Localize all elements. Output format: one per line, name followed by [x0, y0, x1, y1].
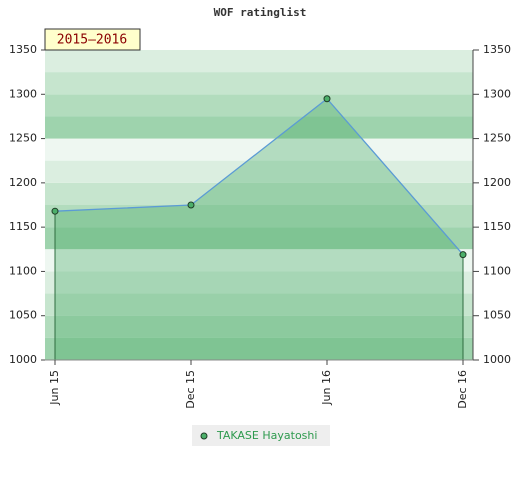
x-tick-label: Dec 16 — [456, 370, 469, 409]
y-tick-label: 1350 — [9, 43, 37, 56]
stripe — [45, 315, 473, 338]
y-tick-label: 1100 — [9, 264, 37, 277]
y-tick-label: 1150 — [9, 220, 37, 233]
x-tick-label: Jun 15 — [48, 370, 61, 406]
y2-tick-label: 1350 — [483, 43, 511, 56]
y2-tick-label: 1150 — [483, 220, 511, 233]
stripe — [45, 205, 473, 228]
y2-tick-label: 1000 — [483, 353, 511, 366]
x-tick-label: Jun 16 — [320, 370, 333, 406]
stripe — [45, 249, 473, 272]
y-tick-label: 1250 — [9, 132, 37, 145]
annotation: 2015–2016 — [57, 33, 127, 48]
y2-tick-label: 1250 — [483, 132, 511, 145]
stripe — [45, 72, 473, 95]
y2-tick-label: 1300 — [483, 87, 511, 100]
point — [459, 251, 467, 259]
plot — [51, 95, 467, 360]
x-tick-label: Dec 15 — [184, 370, 197, 409]
y-tick-label: 1000 — [9, 353, 37, 366]
y2-tick-label: 1200 — [483, 176, 511, 189]
y-tick-label: 1300 — [9, 87, 37, 100]
y-tick-label: 1200 — [9, 176, 37, 189]
line — [54, 97, 464, 256]
y2-tick-label: 1100 — [483, 264, 511, 277]
plot-background — [45, 50, 473, 360]
y-tick-label: 1050 — [9, 309, 37, 322]
point — [187, 201, 195, 209]
stripe — [45, 227, 473, 250]
legend-label: TAKASE Hayatoshi — [216, 429, 317, 442]
stripe — [45, 50, 473, 73]
legend — [192, 425, 330, 446]
stripe — [45, 116, 473, 139]
chart-title: WOF ratinglist — [214, 6, 307, 19]
stripe — [45, 271, 473, 294]
annotation-box — [44, 28, 141, 51]
stripe — [45, 337, 473, 360]
stripe — [45, 293, 473, 316]
stripe — [45, 94, 473, 117]
area — [55, 98, 463, 360]
stripe — [45, 160, 473, 183]
stripe — [45, 182, 473, 205]
point — [51, 207, 59, 215]
y2-tick-label: 1050 — [483, 309, 511, 322]
legend-marker — [200, 432, 208, 440]
point — [323, 95, 331, 103]
